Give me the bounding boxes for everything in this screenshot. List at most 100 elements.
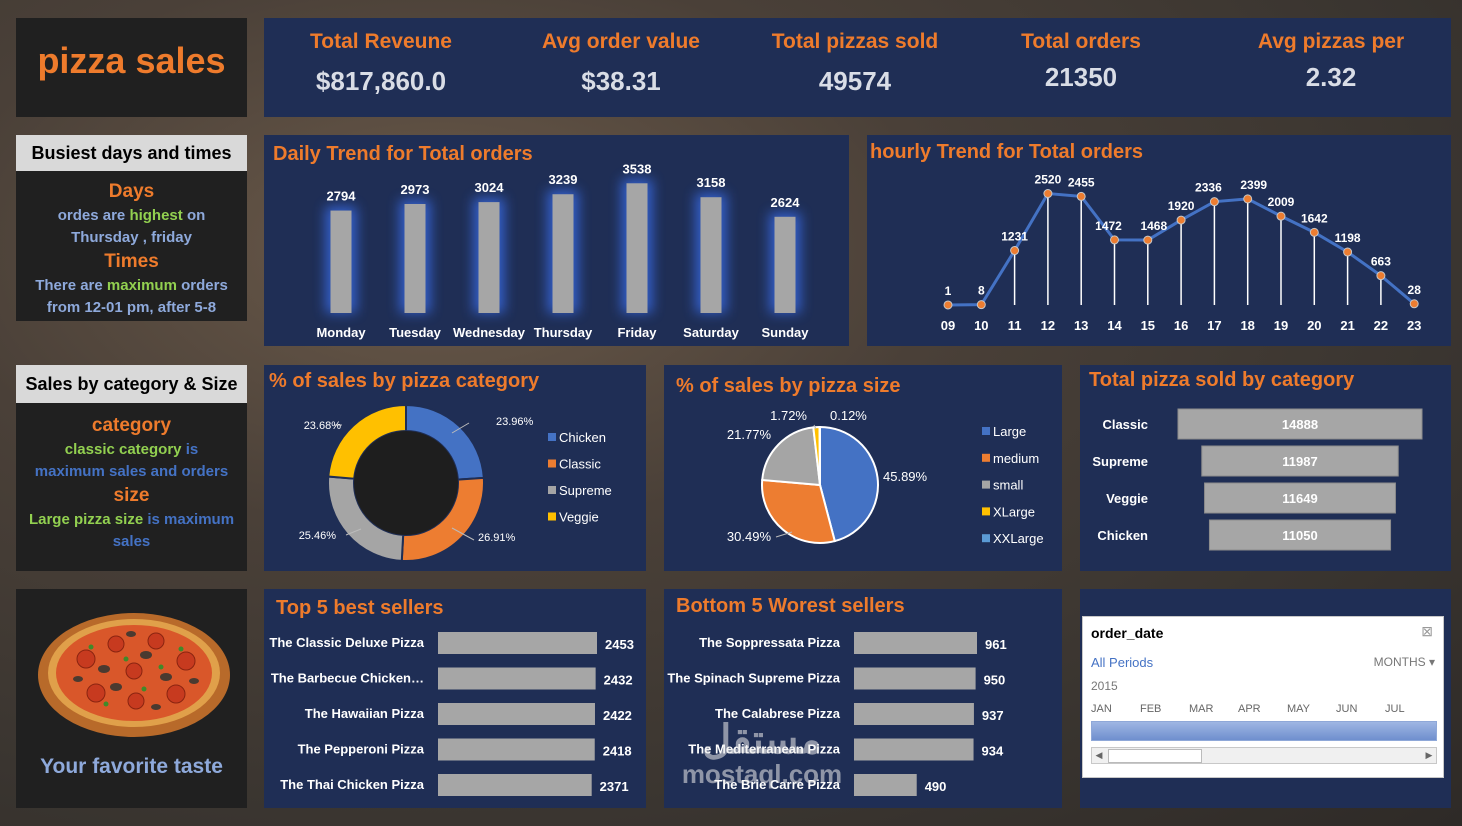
category-line-1: classic category is: [16, 439, 247, 461]
category-line-2: maximum sales and orders: [34, 463, 229, 480]
pie-slice: [819, 425, 879, 543]
kpi-label: Avg order value: [542, 30, 700, 53]
scroll-thumb[interactable]: [1108, 749, 1202, 763]
data-label: 3538: [623, 161, 652, 176]
data-label: 25.46%: [299, 530, 337, 542]
kpi-label: Total orders: [1021, 30, 1141, 53]
category-label: Classic: [1102, 417, 1148, 432]
data-label: 1198: [1335, 231, 1361, 245]
category-label: The Mediterranean Pizza: [688, 742, 840, 757]
days-title: Days: [108, 181, 155, 202]
data-label: 26.91%: [478, 532, 516, 544]
data-label: 2453: [605, 637, 634, 652]
x-tick-label: 14: [1107, 318, 1122, 333]
data-label: 1642: [1301, 211, 1328, 225]
data-point: [1309, 227, 1319, 237]
x-tick-label: 20: [1307, 318, 1321, 333]
legend-swatch: [982, 507, 990, 516]
category-label: The Spinach Supreme Pizza: [667, 671, 840, 686]
text: There are: [35, 277, 107, 294]
data-point: [1209, 197, 1219, 207]
bar: [438, 738, 595, 761]
timeline-bar[interactable]: [1091, 721, 1437, 741]
timeline-scrollbar[interactable]: ◀ ▶: [1091, 747, 1437, 764]
bar: [854, 632, 977, 654]
category-label: The Brie Carre Pizza: [714, 777, 840, 792]
x-tick-label: 10: [974, 318, 988, 333]
highlight: maximum: [106, 277, 177, 294]
category-size-panel: Sales by category & Size category classi…: [16, 365, 247, 571]
x-tick-label: 19: [1274, 318, 1288, 333]
month-label[interactable]: MAY: [1287, 703, 1311, 715]
chart-title: Top 5 best sellers: [276, 597, 444, 619]
legend-swatch: [548, 433, 556, 441]
data-label: 23.96%: [496, 416, 534, 428]
legend-label: Classic: [559, 457, 601, 472]
clear-filter-icon[interactable]: ⊠: [1421, 623, 1433, 639]
legend-label: Supreme: [559, 483, 612, 498]
data-label: 2794: [327, 189, 357, 204]
category-label: The Calabrese Pizza: [715, 706, 841, 721]
legend-swatch: [548, 486, 556, 494]
x-tick-label: Tuesday: [389, 325, 442, 340]
month-label[interactable]: MAR: [1189, 703, 1214, 715]
bar: [404, 203, 426, 313]
data-point: [1076, 191, 1086, 201]
data-label: 950: [984, 673, 1006, 688]
month-label[interactable]: JUL: [1385, 703, 1405, 715]
category-sold-panel: Total pizza sold by category 14888 Classi…: [1080, 365, 1451, 571]
data-label: 2520: [1035, 173, 1062, 187]
legend-label: XLarge: [993, 504, 1035, 519]
data-label: 937: [982, 708, 1004, 723]
leader-line: [345, 528, 362, 536]
time-level-dropdown[interactable]: MONTHS ▾: [1374, 655, 1435, 669]
category-label: Veggie: [1106, 491, 1148, 506]
data-label: 3024: [475, 180, 505, 195]
kpi-bar: Total Reveune $817,860.0 Avg order value…: [264, 18, 1451, 117]
data-point: [976, 300, 986, 310]
hourly-trend-chart: 1098101231112520122455131472141468151920…: [941, 173, 1422, 333]
bottom5-panel: Bottom 5 Worest sellers The Soppressata …: [664, 589, 1062, 808]
donut-hole: [354, 431, 458, 535]
busiest-days-panel: Busiest days and times Days ordes are hi…: [16, 135, 247, 321]
month-label[interactable]: JUN: [1336, 703, 1358, 715]
data-label: 2336: [1195, 181, 1222, 195]
data-label: 934: [982, 744, 1004, 759]
highlight: classic category: [64, 441, 182, 458]
x-tick-label: 22: [1374, 318, 1388, 333]
category-pie-panel: % of sales by pizza category 23.96% 26.91…: [264, 365, 646, 571]
x-tick-label: Wednesday: [453, 325, 526, 340]
data-label: 961: [985, 637, 1007, 652]
data-point: [1376, 271, 1386, 281]
x-tick-label: Saturday: [683, 325, 739, 340]
month-label[interactable]: FEB: [1140, 703, 1162, 715]
scroll-left-icon[interactable]: ◀: [1095, 750, 1103, 760]
data-label: 2973: [401, 182, 430, 197]
bar: [854, 774, 917, 796]
data-point: [1043, 189, 1053, 199]
data-label: 2418: [603, 744, 632, 759]
data-point: [943, 300, 953, 310]
bar: [552, 194, 574, 313]
legend-swatch: [548, 512, 556, 521]
busiest-body: Days ordes are highest on Thursday , fri…: [16, 179, 247, 319]
category-title: category: [91, 415, 172, 436]
highlight: highest: [129, 207, 183, 224]
month-label[interactable]: JAN: [1091, 703, 1112, 715]
favorite-caption: Your favorite taste: [40, 755, 223, 778]
times-title: Times: [104, 251, 159, 272]
month-label[interactable]: APR: [1238, 703, 1261, 715]
category-label: The Thai Chicken Pizza: [280, 777, 425, 792]
leader-line: [451, 422, 470, 434]
scroll-right-icon[interactable]: ▶: [1425, 750, 1433, 760]
x-tick-label: 16: [1174, 318, 1188, 333]
data-label: 663: [1371, 255, 1391, 269]
data-label: 1920: [1168, 199, 1195, 213]
data-label: 11050: [1282, 528, 1317, 543]
bar: [1177, 408, 1423, 440]
data-label: 2422: [603, 708, 632, 723]
category-label: The Pepperoni Pizza: [298, 742, 425, 757]
legend-label: medium: [993, 451, 1039, 466]
chart-title: % of sales by pizza category: [269, 370, 540, 392]
order-date-timeline[interactable]: order_date ⊠ All Periods MONTHS ▾ 2015 J…: [1082, 616, 1444, 778]
